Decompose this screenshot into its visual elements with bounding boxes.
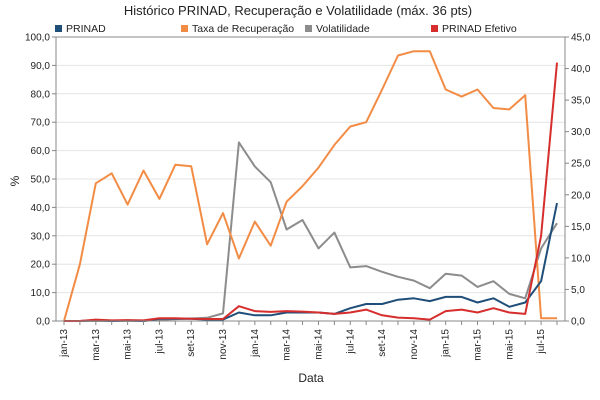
x-axis: jan-13 mar-13 mai-13 jul-13 set-13 nov-13 jan-… xyxy=(59,321,558,361)
y2-tick-label: 20,0 xyxy=(571,190,591,201)
y2-tick-label: 0,0 xyxy=(571,317,585,328)
legend: PRINAD Taxa de Recuperação Volatilidade PRI… xyxy=(55,23,517,35)
y-tick-label: 50,0 xyxy=(31,175,51,186)
y-tick-label: 40,0 xyxy=(31,203,51,214)
y2-tick-label: 25,0 xyxy=(571,159,591,170)
x-tick-label: mai-15 xyxy=(504,329,515,360)
x-tick-label: mar-13 xyxy=(91,329,102,361)
x-tick-label: jul-13 xyxy=(154,329,165,355)
y2-tick-label: 10,0 xyxy=(571,253,591,264)
legend-swatch xyxy=(305,25,312,32)
x-tick-label: jul-14 xyxy=(345,329,356,355)
legend-label: PRINAD Efetivo xyxy=(442,23,517,35)
series-line-prinad xyxy=(64,202,558,322)
y-tick-label: 90,0 xyxy=(31,61,51,72)
x-tick-label: set-13 xyxy=(186,329,197,357)
legend-label: Volatilidade xyxy=(316,23,370,35)
x-tick-label: nov-14 xyxy=(409,329,420,360)
y-axis-label: % xyxy=(8,175,22,186)
legend-label: Taxa de Recuperação xyxy=(192,23,294,35)
x-tick-label: mai-14 xyxy=(313,329,324,360)
y-axis-right: 0,0 5,0 10,0 15,0 20,0 25,0 30,0 35,0 40,0 45,0 xyxy=(565,33,591,328)
x-tick-label: nov-13 xyxy=(218,329,229,360)
x-tick-label: set-14 xyxy=(377,329,388,357)
x-tick-label: jan-15 xyxy=(441,329,452,358)
legend-swatch xyxy=(181,25,188,32)
y-tick-label: 20,0 xyxy=(31,260,51,271)
y2-tick-label: 30,0 xyxy=(571,127,591,138)
y-tick-label: 100,0 xyxy=(25,33,50,44)
y2-tick-label: 45,0 xyxy=(571,33,591,44)
y-tick-label: 30,0 xyxy=(31,231,51,242)
y-tick-label: 10,0 xyxy=(31,288,51,299)
series-line-volatilidade xyxy=(64,141,558,322)
y-tick-label: 70,0 xyxy=(31,118,51,129)
y-tick-label: 80,0 xyxy=(31,89,51,100)
y2-tick-label: 5,0 xyxy=(571,285,585,296)
series-line-prinad-efetivo xyxy=(64,62,558,322)
x-tick-label: jan-14 xyxy=(250,329,261,358)
x-tick-label: jul-15 xyxy=(536,329,547,355)
legend-swatch xyxy=(55,25,62,32)
series-line-taxa-de-recupera-o xyxy=(63,50,557,322)
x-axis-label: Data xyxy=(298,371,324,385)
legend-swatch xyxy=(431,25,438,32)
x-tick-label: mar-14 xyxy=(282,329,293,361)
legend-label: PRINAD xyxy=(66,23,106,35)
x-tick-label: mar-15 xyxy=(472,329,483,361)
plot-area xyxy=(63,50,558,322)
y2-tick-label: 35,0 xyxy=(571,96,591,107)
y-tick-label: 0,0 xyxy=(36,317,50,328)
y-axis-left: 0,0 10,0 20,0 30,0 40,0 50,0 60,0 70,0 80,0 90,0 1… xyxy=(25,33,56,328)
chart-title: Histórico PRINAD, Recuperação e Volatili… xyxy=(124,3,472,18)
y2-tick-label: 40,0 xyxy=(571,64,591,75)
y2-tick-label: 15,0 xyxy=(571,222,591,233)
x-tick-label: mai-13 xyxy=(123,329,134,360)
grid-lines xyxy=(56,36,565,322)
x-tick-label: jan-13 xyxy=(59,329,70,358)
y-tick-label: 60,0 xyxy=(31,146,51,157)
